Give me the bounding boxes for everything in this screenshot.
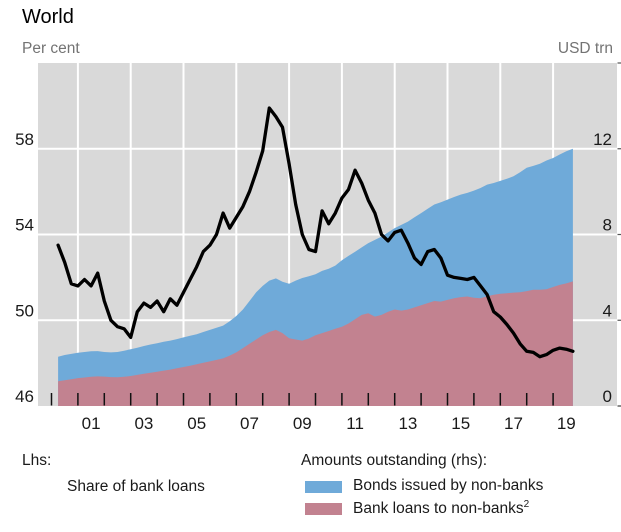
legend-item-bonds-label: Bonds issued by non-banks — [353, 477, 544, 494]
bank-loans-to-non-banks-area — [58, 281, 573, 406]
right-axis-tick-label: 0 — [603, 387, 612, 406]
legend: Lhs: Share of bank loans Amounts outstan… — [0, 440, 621, 532]
x-axis-year-label: 15 — [451, 414, 470, 433]
left-axis-tick-label: 54 — [15, 216, 34, 235]
x-axis-year-label: 01 — [82, 414, 101, 433]
bonds-legend-swatch — [305, 481, 342, 493]
left-axis-tick-label: 50 — [15, 301, 34, 320]
right-axis-tick-label: 4 — [603, 301, 612, 320]
legend-lhs-heading: Lhs: — [22, 452, 52, 469]
right-axis-unit-label: USD trn — [557, 40, 613, 57]
x-axis-year-label: 09 — [293, 414, 312, 433]
legend-item-bonds: Bonds issued by non-banks — [353, 477, 543, 495]
right-axis-tick-label: 8 — [603, 216, 612, 235]
x-axis-year-label: 19 — [557, 414, 576, 433]
x-axis-year-label: 17 — [504, 414, 523, 433]
chart-title: World — [22, 6, 74, 28]
x-axis-year-label: 05 — [187, 414, 206, 433]
left-axis-tick-label: 58 — [15, 130, 34, 149]
left-axis-tick-label: 46 — [15, 387, 34, 406]
right-axis-tick-label: 12 — [593, 130, 612, 149]
legend-item-bank-loans: Bank loans to non-banks2 — [353, 499, 529, 518]
x-axis-year-label: 11 — [346, 414, 364, 433]
legend-item-bank-loans-label: Bank loans to non-banks — [353, 500, 524, 518]
footnote-reference: 2 — [523, 499, 530, 510]
bank-loans-legend-swatch — [305, 503, 342, 515]
x-axis-year-label: 07 — [240, 414, 259, 433]
legend-item-share-of-bank-loans: Share of bank loans — [67, 478, 205, 495]
share-of-bank-loans-line — [56, 106, 575, 359]
left-axis-unit-label: Per cent — [22, 40, 80, 57]
x-axis-year-label: 03 — [134, 414, 153, 433]
legend-rhs-heading: Amounts outstanding (rhs): — [301, 452, 488, 469]
chart-svg: 46 50 54 58 0 4 8 12 01 03 05 07 09 11 13 15 17 19 — [15, 62, 621, 433]
x-axis-year-label: 13 — [398, 414, 417, 433]
